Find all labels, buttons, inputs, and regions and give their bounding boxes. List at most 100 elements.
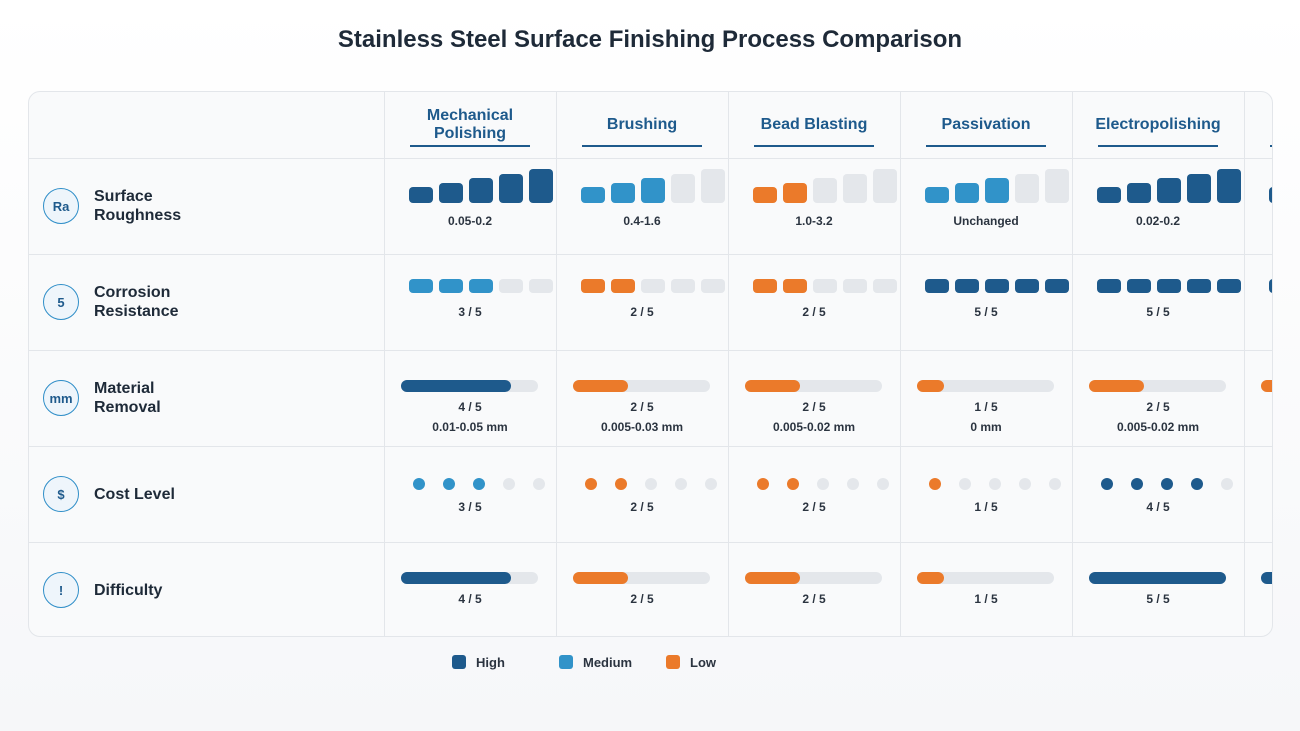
difficulty-icon: ! [43,572,79,608]
column-divider [728,92,729,636]
roughness-icon: Ra [43,188,79,224]
cost-dot [989,478,1001,490]
cell-value: 2 / 5 [630,305,654,319]
roughness-bar [813,178,837,203]
roughness-bar [439,182,463,203]
cell-value: 2 / 5 [802,592,826,606]
column-divider [384,92,385,636]
progress-fill [573,380,628,392]
roughness-bar [581,187,605,203]
cost-dot [1131,478,1143,490]
rating-segment [925,279,949,293]
table-cell: Base finish [1244,158,1272,254]
column-header: Electropolishing [1072,92,1244,158]
roughness-bar [1097,187,1121,203]
cost-dot [503,478,515,490]
column-header: PVD Coating [1244,92,1272,158]
roughness-bar [671,173,695,203]
roughness-bar [1127,182,1151,203]
table-cell: 2 / 5 [728,446,900,542]
rating-segment [641,279,665,293]
roughness-bar [641,178,665,203]
table-cell: 2 / 5 [556,254,728,350]
table-cell: 0.05-0.2 [384,158,556,254]
column-header: Mechanical Polishing [384,92,556,158]
table-cell: 5 / 5 [1072,254,1244,350]
progress-fill [917,572,945,584]
table-cell: Unchanged [900,158,1072,254]
column-header-underline [754,145,874,147]
progress-fill [1089,572,1226,584]
column-divider [556,92,557,636]
cost-dot [929,478,941,490]
progress-fill [573,572,628,584]
table-cell: 1 / 5 [900,446,1072,542]
legend-swatch [452,655,466,669]
column-divider [900,92,901,636]
column-header-underline [1270,145,1272,147]
progress-fill [1261,572,1272,584]
column-header-underline [410,145,530,147]
row-header: mm Material Removal [29,350,209,446]
cell-value: 2 / 5 [630,592,654,606]
cell-value: 5 / 5 [1244,305,1272,319]
rating-segment [409,279,433,293]
rating-segment [499,279,523,293]
rating-segment [1269,279,1272,293]
cell-value: 0.005-0.03 mm [600,420,684,434]
table-cell: 4 / 5 [384,542,556,636]
cell-value: 3 / 5 [458,305,482,319]
roughness-bar [925,187,949,203]
rating-segment [1157,279,1181,293]
table-cell: 1 / 5 0 mm [900,350,1072,446]
legend-item-high: High [452,652,505,672]
progress-track [917,572,1054,584]
cell-value: 0 mm + film [1244,420,1272,434]
corrosion-icon: 5 [43,284,79,320]
rating-segment [1015,279,1039,293]
roughness-bar [611,182,635,203]
table-cell: 5 / 5 [1244,542,1272,636]
rating-segment [985,279,1009,293]
cell-value: 5 / 5 [1244,500,1272,514]
progress-track [917,380,1054,392]
cell-value: 1.0-3.2 [795,214,833,228]
cost-dot [645,478,657,490]
cell-value: Unchanged [953,214,1019,228]
cell-value: 5 / 5 [1244,592,1272,606]
table-cell: 2 / 5 0.005-0.03 mm [556,350,728,446]
table-cell: 2 / 5 [556,446,728,542]
table-cell: 0.02-0.2 [1072,158,1244,254]
table-cell: 5 / 5 [1072,542,1244,636]
table-cell: 4 / 5 0.01-0.05 mm [384,350,556,446]
table-cell: 5 / 5 [1244,254,1272,350]
table-cell: 0.4-1.6 [556,158,728,254]
cost-dot [757,478,769,490]
roughness-bar [753,187,777,203]
cost-dot [533,478,545,490]
roughness-bar [529,169,553,203]
column-header: Bead Blasting [728,92,900,158]
comparison-table: Mechanical Polishing Brushing Bead Blastin… [28,91,1273,637]
row-label: Material Removal [94,380,161,416]
roughness-bar [1015,173,1039,203]
column-divider [1072,92,1073,636]
rating-segment [439,279,463,293]
column-divider [1244,92,1245,636]
progress-fill [1261,380,1272,392]
cell-value: 2 / 5 [802,400,826,414]
legend-swatch [666,655,680,669]
rating-segment [1187,279,1211,293]
row-divider [29,350,1272,351]
rating-segment [843,279,867,293]
row-label: Difficulty [94,581,163,599]
cell-value: 5 / 5 [974,305,998,319]
row-header: Ra Surface Roughness [29,158,209,254]
rating-segment [783,279,807,293]
column-header-label: Passivation [941,116,1031,133]
row-header: $ Cost Level [29,446,209,542]
progress-fill [401,380,511,392]
roughness-bar [499,173,523,203]
rating-segment [955,279,979,293]
cost-dot [443,478,455,490]
